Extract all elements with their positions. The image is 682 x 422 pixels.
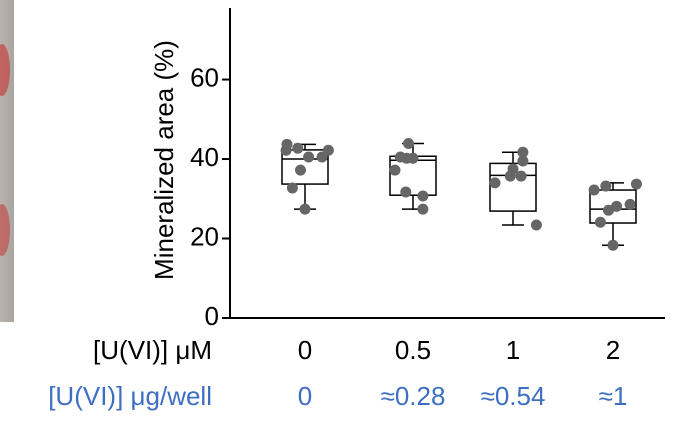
data-point <box>280 144 292 156</box>
data-point <box>299 203 311 215</box>
box <box>489 162 537 212</box>
data-point <box>630 178 642 190</box>
x2-tick-label: 0 <box>298 381 312 411</box>
data-point <box>517 155 529 167</box>
data-point <box>417 203 429 215</box>
data-point <box>504 170 516 182</box>
x-tick-label: 0.5 <box>395 335 431 365</box>
photo-crop <box>0 0 14 322</box>
data-point <box>400 186 412 198</box>
data-point <box>624 198 636 210</box>
data-point <box>594 216 606 228</box>
data-point <box>389 164 401 176</box>
x2-tick-label: ≈0.54 <box>481 381 546 411</box>
y-tick-label: 0 <box>205 301 219 331</box>
data-point <box>489 177 501 189</box>
data-point <box>286 182 298 194</box>
data-point <box>530 219 542 231</box>
data-point <box>417 190 429 202</box>
data-point <box>603 204 614 216</box>
y-axis-label: Mineralized area (%) <box>149 40 179 280</box>
x-tick-label: 2 <box>606 335 620 365</box>
x-axis-label: [U(VI)] μM <box>93 335 212 365</box>
x-tick-label: 0 <box>298 335 312 365</box>
data-point <box>316 151 328 163</box>
data-point <box>517 146 529 158</box>
data-point <box>401 152 413 164</box>
y-tick-label: 60 <box>190 62 219 92</box>
data-point <box>303 151 315 163</box>
box <box>589 189 637 224</box>
data-point <box>403 138 414 150</box>
y-tick-label: 40 <box>190 142 219 172</box>
data-point <box>515 170 527 182</box>
y-tick-label: 20 <box>190 221 219 251</box>
x2-axis-label: [U(VI)] μg/well <box>48 381 212 411</box>
x-tick-label: 1 <box>506 335 520 365</box>
data-point <box>292 142 304 154</box>
x2-tick-label: ≈1 <box>599 381 628 411</box>
data-point <box>588 184 600 196</box>
data-point <box>607 239 619 251</box>
data-point <box>600 180 612 192</box>
x2-tick-label: ≈0.28 <box>381 381 446 411</box>
data-point <box>295 164 306 176</box>
box <box>281 149 329 185</box>
